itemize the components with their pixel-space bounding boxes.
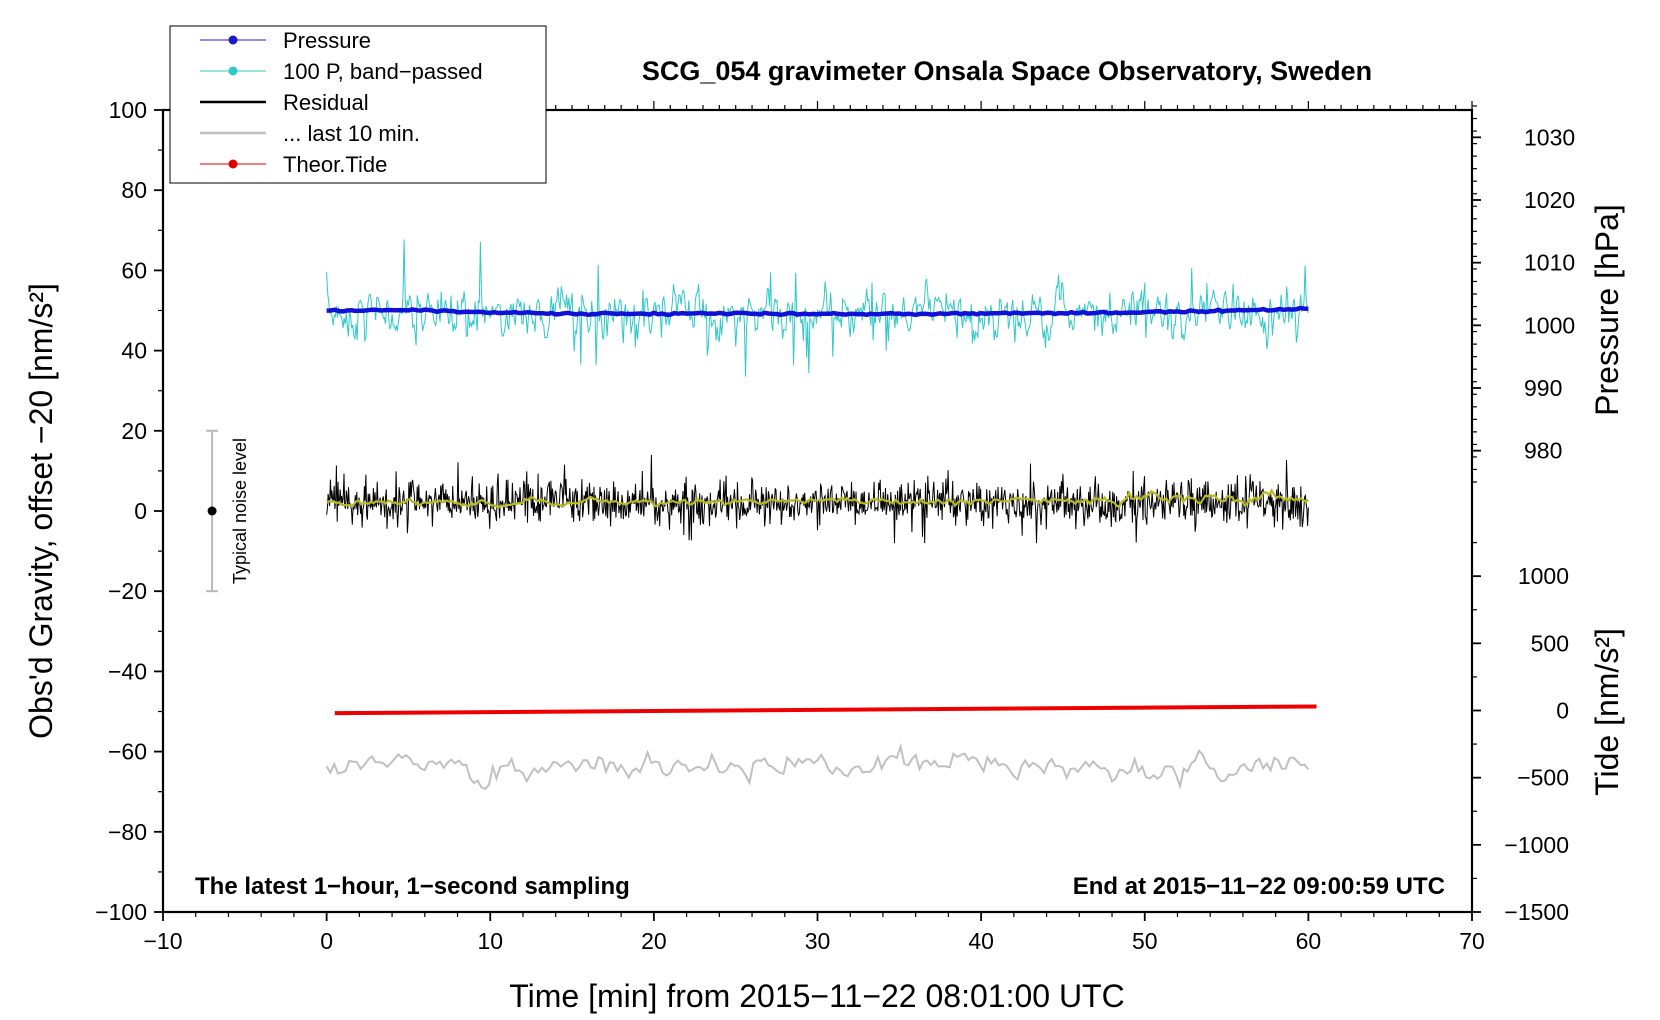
y-tick-label: 100 xyxy=(109,97,147,123)
series-line-residual-smoothed xyxy=(326,488,1309,509)
legend-label: Residual xyxy=(283,90,369,115)
plot-frame xyxy=(161,108,1474,914)
series-layer xyxy=(325,239,1317,791)
series-line-pressure xyxy=(326,305,1309,318)
y-tick-label: −100 xyxy=(95,899,147,925)
x-tick-label: 70 xyxy=(1459,928,1485,954)
legend: Pressure 100 P, band−passed Residual ... la… xyxy=(169,25,547,184)
y-tick-label: 80 xyxy=(121,177,147,203)
pressure-tick-label: 1000 xyxy=(1524,312,1575,338)
noise-indicator: Typical noise level xyxy=(206,429,250,593)
tide-tick-label: −1000 xyxy=(1504,832,1569,858)
y-tick-label: 0 xyxy=(134,498,147,524)
legend-marker xyxy=(228,66,238,76)
chart-title: SCG_054 gravimeter Onsala Space Observat… xyxy=(642,56,1372,86)
x-tick-label: 40 xyxy=(968,928,994,954)
legend-label: ... last 10 min. xyxy=(283,121,420,146)
y-tick-label: −20 xyxy=(108,578,147,604)
x-axis-title: Time [min] from 2015−11−22 08:01:00 UTC xyxy=(509,978,1124,1014)
pressure-tick-label: 980 xyxy=(1524,438,1562,464)
y-tick-label: −60 xyxy=(108,739,147,765)
x-tick-label: −10 xyxy=(143,928,182,954)
y-tick-label: 20 xyxy=(121,418,147,444)
y-axis-title-text: Obs'd Gravity, offset −20 [nm/s²] xyxy=(23,283,59,739)
legend-marker xyxy=(228,35,238,45)
axes-layer: −10 0 10 20 30 40 50 60 70−100−80−60−40−20020406… xyxy=(95,97,1575,954)
x-tick-label: 60 xyxy=(1296,928,1322,954)
legend-marker xyxy=(228,159,238,169)
y-axis-title-tide: Tide [nm/s²] xyxy=(1589,628,1625,796)
y-tick-label: −40 xyxy=(108,658,147,684)
pressure-tick-label: 1010 xyxy=(1524,250,1575,276)
x-tick-label: 50 xyxy=(1132,928,1158,954)
y-tick-label: −80 xyxy=(108,819,147,845)
pressure-tick-label: 1020 xyxy=(1524,187,1575,213)
x-tick-label: 10 xyxy=(477,928,503,954)
pressure-tick-label: 990 xyxy=(1524,375,1562,401)
series-line-residual xyxy=(326,454,1309,544)
legend-box xyxy=(169,25,547,184)
x-tick-label: 30 xyxy=(805,928,831,954)
x-tick-label: 20 xyxy=(641,928,667,954)
y-tick-label: 40 xyxy=(121,338,147,364)
tide-tick-label: −1500 xyxy=(1504,899,1569,925)
y-axis-title-gravity: Obs'd Gravity, offset −20 [nm/s²] xyxy=(23,283,59,739)
legend-label: Pressure xyxy=(283,28,371,53)
y-tick-label: 60 xyxy=(121,257,147,283)
tide-tick-label: 1000 xyxy=(1518,563,1569,589)
annotation-sampling: The latest 1−hour, 1−second sampling xyxy=(195,873,630,900)
legend-label: 100 P, band−passed xyxy=(283,59,483,84)
annotation-end-time: End at 2015−11−22 09:00:59 UTC xyxy=(1073,873,1445,900)
series-line-last10 xyxy=(325,742,1310,791)
y-axis-title-pressure: Pressure [hPa] xyxy=(1589,204,1625,416)
series-line-bandpassed xyxy=(326,239,1309,377)
noise-label: Typical noise level xyxy=(230,438,250,584)
pressure-tick-label: 1030 xyxy=(1524,124,1575,150)
noise-center-dot xyxy=(207,506,217,516)
tide-tick-label: −500 xyxy=(1517,765,1569,791)
series-line-tide xyxy=(334,704,1317,716)
legend-label: Theor.Tide xyxy=(283,152,387,177)
legend-entries: Pressure 100 P, band−passed Residual ... la… xyxy=(200,28,483,177)
tide-tick-label: 0 xyxy=(1556,698,1569,724)
tide-tick-label: 500 xyxy=(1531,630,1569,656)
x-tick-label: 0 xyxy=(320,928,333,954)
